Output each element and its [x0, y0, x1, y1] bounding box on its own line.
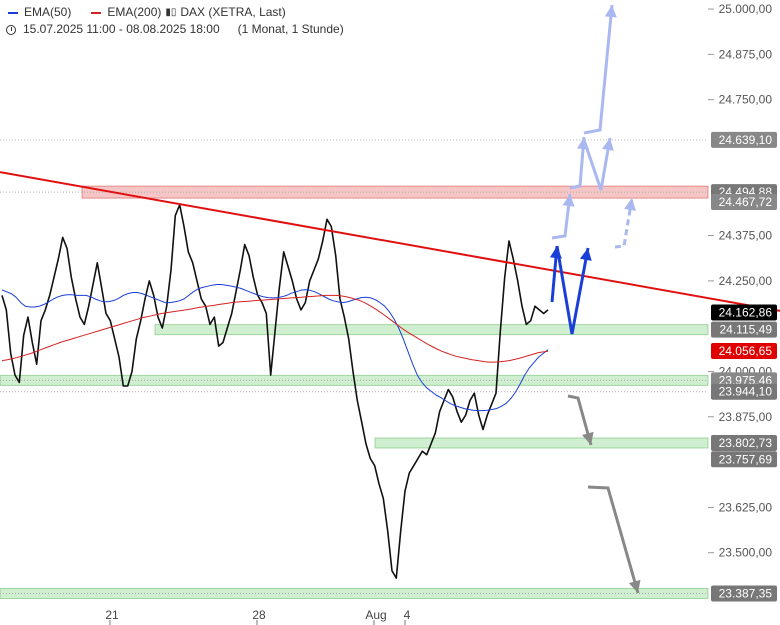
clock-icon — [6, 24, 16, 35]
lightblue-arrow-up-1-head — [562, 194, 575, 207]
lightblue-arrow-up-3-shaft — [583, 4, 614, 135]
price-label: 24.467,72 — [719, 195, 773, 209]
blue-arrow-up-2-head — [579, 248, 592, 261]
price-label: 24.162,86 — [719, 305, 773, 319]
price-label: 23.757,69 — [719, 452, 773, 466]
lightblue-arrow-up-3 — [583, 4, 617, 135]
y-tick-label: 23.625,00 — [719, 500, 773, 514]
price-label-box — [711, 585, 777, 602]
resistance-zone — [81, 185, 709, 199]
lightblue-arrow-up-4 — [582, 137, 614, 191]
ema200-label: EMA(200) — [107, 5, 162, 19]
y-tick-label: 24.250,00 — [719, 274, 773, 288]
blue-arrow-up-2 — [555, 245, 592, 335]
lightblue-arrow-up-4-head — [602, 138, 614, 151]
range-label: 15.07.2025 11:00 - 08.08.2025 18:00 — [23, 22, 220, 36]
chart-legend: EMA(50) EMA(200) ▮▯ DAX (XETRA, Last) 15… — [6, 4, 344, 38]
price-label: 23.944,10 — [719, 385, 773, 399]
gray-arrow-down-2 — [587, 485, 641, 594]
x-tick-label: 21 — [105, 608, 119, 622]
gray-arrow-down-1-shaft — [567, 394, 593, 446]
y-tick-label: 23.500,00 — [719, 546, 773, 560]
price-label-box — [711, 383, 777, 400]
price-line — [1, 204, 549, 579]
lightblue-dashed-arrow — [614, 197, 636, 249]
price-label-box — [711, 193, 777, 210]
support-zone — [374, 437, 709, 449]
y-tick-label: 25.000,00 — [719, 2, 773, 16]
interval-label: (1 Monat, 1 Stunde) — [237, 22, 344, 36]
instrument-label: DAX (XETRA, Last) — [180, 5, 286, 19]
y-tick-label: 24.875,00 — [719, 47, 773, 61]
y-tick-label: 24.750,00 — [719, 93, 773, 107]
x-tick-label: Aug — [365, 608, 386, 622]
gray-arrow-down-1 — [567, 394, 594, 446]
support-zone — [154, 324, 709, 336]
ema50-swatch — [8, 11, 18, 14]
price-label-box — [711, 451, 777, 468]
candlestick-icon: ▮▯ — [165, 7, 177, 18]
y-tick-label: 24.375,00 — [719, 229, 773, 243]
lightblue-arrow-up-1 — [551, 193, 575, 240]
lightblue-arrow-up-4-shaft — [582, 137, 612, 191]
y-tick-label: 23.875,00 — [719, 410, 773, 424]
price-label-box — [711, 342, 777, 359]
price-label: 23.802,73 — [719, 436, 773, 450]
price-label: 24.639,10 — [719, 133, 773, 147]
x-tick-label: 28 — [252, 608, 266, 622]
gray-arrow-down-2-shaft — [587, 485, 640, 594]
ema200-line — [1, 294, 549, 363]
legend-row-range: 15.07.2025 11:00 - 08.08.2025 18:00 (1 M… — [6, 21, 344, 38]
lightblue-arrow-up-1-shaft — [551, 193, 572, 240]
trendline — [0, 171, 780, 312]
ema50-line — [1, 284, 549, 412]
gray-arrow-down-2-head — [628, 579, 641, 593]
ema50-label: EMA(50) — [24, 5, 72, 19]
lightblue-arrow-up-2-shaft — [569, 136, 586, 190]
gray-arrow-down-1-head — [582, 431, 594, 445]
price-label-box — [711, 321, 777, 338]
lightblue-dashed-arrow-shaft — [614, 197, 634, 249]
price-label-box — [711, 131, 777, 148]
price-label-box — [711, 434, 777, 451]
price-label: 24.056,65 — [719, 344, 773, 358]
blue-arrow-up-1 — [549, 245, 562, 303]
lightblue-arrow-up-3-head — [604, 5, 617, 18]
lightblue-dashed-arrow-head — [624, 198, 636, 211]
price-label: 24.115,49 — [720, 323, 773, 337]
legend-row-indicators: EMA(50) EMA(200) ▮▯ DAX (XETRA, Last) — [6, 4, 344, 21]
price-label-box — [711, 304, 777, 321]
price-label: 23.387,35 — [719, 587, 773, 601]
x-tick-label: 4 — [404, 608, 411, 622]
blue-arrow-up-2-shaft — [555, 245, 590, 335]
ema200-swatch — [91, 11, 102, 14]
